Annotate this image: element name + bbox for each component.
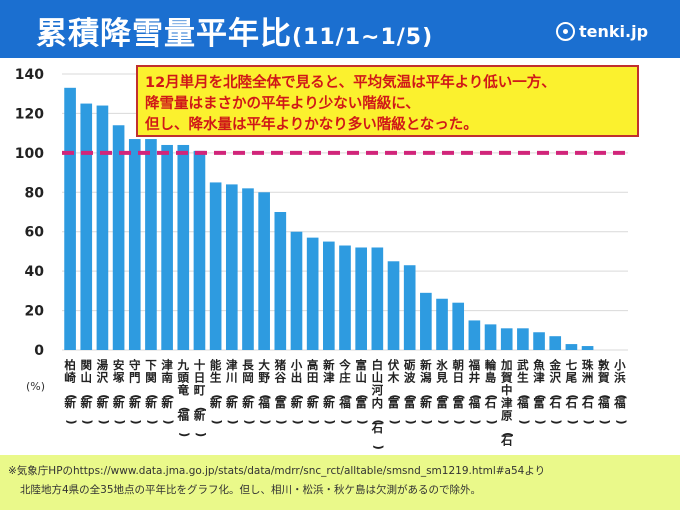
page-title: 累積降雪量平年比(11/1~1/5) [36,8,433,53]
bar [177,144,190,350]
x-tick-label: 守門(新) [129,358,143,425]
x-tick-label: 新津(新) [323,358,337,425]
y-tick-label: 120 [15,106,44,122]
footnote: ※気象庁HPのhttps://www.data.jma.go.jp/stats/… [0,455,680,510]
bar [484,324,497,350]
x-tick-label: 関山(新) [81,358,95,425]
bar [290,231,303,350]
x-tick-label: 下関(新) [145,358,159,425]
x-tick-label: 長岡(新) [242,358,256,425]
x-tick-label: 高田(新) [307,358,321,425]
bar [225,184,238,350]
bar [339,245,351,350]
x-tick-label: 武生(福) [516,358,531,425]
bar [436,298,448,350]
x-tick-label: 十日町(新) [194,358,208,437]
x-tick-label: 新潟(新) [420,358,434,425]
x-tick-label: 砺波(富) [403,358,418,425]
x-tick-label: 湯沢(新) [97,358,111,425]
x-tick-label: 柏崎(新) [64,358,78,425]
x-tick-label: 白山河内(石) [371,358,386,450]
title-main: 累積降雪量平年比 [36,16,292,52]
bar [112,125,125,350]
x-tick-label: 伏木(富) [387,358,402,425]
x-tick-label: 魚津(富) [533,358,547,425]
footnote-line-2: 北陸地方4県の全35地点の平年比をグラフ化。但し、相川・松浜・秋ケ島は欠測がある… [20,484,482,496]
footnote-line-1: ※気象庁HPのhttps://www.data.jma.go.jp/stats/… [8,465,546,477]
x-tick-label: 大野(福) [257,358,272,425]
x-tick-label: 今庄(福) [338,358,353,425]
x-tick-label: 敦賀(福) [597,358,612,425]
x-tick-label: 九頭竜(福) [177,358,192,437]
bar [355,247,367,350]
x-tick-label: 珠洲(石) [581,358,596,425]
bar [306,237,319,350]
bar [274,212,287,350]
snowfall-bar-chart: 0 20 40 60 80 100 120 140 (%) 柏崎(新)関山(新)湯沢(新)安塚(… [15,65,639,453]
bar [128,139,141,350]
x-tick-label: 津川(新) [225,358,240,425]
annotation-text-line: 但し、降水量は平年よりかなり多い階級となった。 [145,115,478,133]
y-tick-label: 60 [25,225,45,241]
y-tick-label: 40 [25,264,45,280]
bar [242,188,254,350]
y-tick-label: 80 [25,185,45,201]
x-tick-label: 小浜(福) [613,358,628,425]
annotation-text-line: 降雪量はまさかの平年より少ない階級に、 [145,94,420,112]
bar [500,328,513,350]
bar [420,292,432,350]
x-tick-label: 津南(新) [161,358,175,425]
bar [468,320,481,350]
x-tick-label: 氷見(富) [435,358,450,425]
tenki-logo: tenki.jp [556,19,648,43]
bar [64,87,76,351]
bar [452,302,465,350]
x-tick-label: 金沢(石) [548,358,563,425]
x-tick-label: 小出(新) [290,358,305,425]
tenki-logo-icon [556,21,575,41]
bar [161,144,173,350]
bar [403,265,416,350]
annotation-box [136,65,639,137]
x-tick-label: 朝日(富) [452,358,466,425]
x-tick-label: 福井(福) [468,358,483,425]
y-tick-label: 140 [15,67,44,83]
bar [209,182,222,350]
header-bar: 累積降雪量平年比(11/1~1/5) tenki.jp [0,0,680,58]
annotation-text-line: 12月単月を北陸全体で見ると、平均気温は平年より低い一方、 [145,73,556,91]
x-tick-label: 加賀中津原(石) [500,358,515,453]
bar [323,241,335,350]
x-tick-label: 能生(新) [210,358,224,425]
x-tick-label: 安塚(新) [113,358,127,425]
bar [371,247,384,350]
x-tick-label: 七尾(石) [565,358,580,425]
bar [145,139,157,350]
bar [80,103,93,350]
y-tick-label: 20 [25,304,45,320]
bar [387,261,400,350]
y-tick-label: 0 [34,343,44,359]
bar [549,336,562,350]
bar [565,344,578,350]
title-date-range: (11/1~1/5) [292,25,434,50]
x-tick-label: 輪島(石) [484,358,499,425]
bar [258,192,270,350]
bar [533,332,545,350]
bar [193,150,206,350]
x-tick-label: 富山(富) [355,358,369,425]
x-tick-label: 猪谷(富) [274,358,289,425]
tenki-logo-text: tenki.jp [579,21,649,41]
y-axis-unit-label: (%) [26,380,45,393]
bar [517,328,529,350]
bar [581,346,594,350]
y-tick-label: 100 [15,146,44,162]
bar [96,105,109,350]
